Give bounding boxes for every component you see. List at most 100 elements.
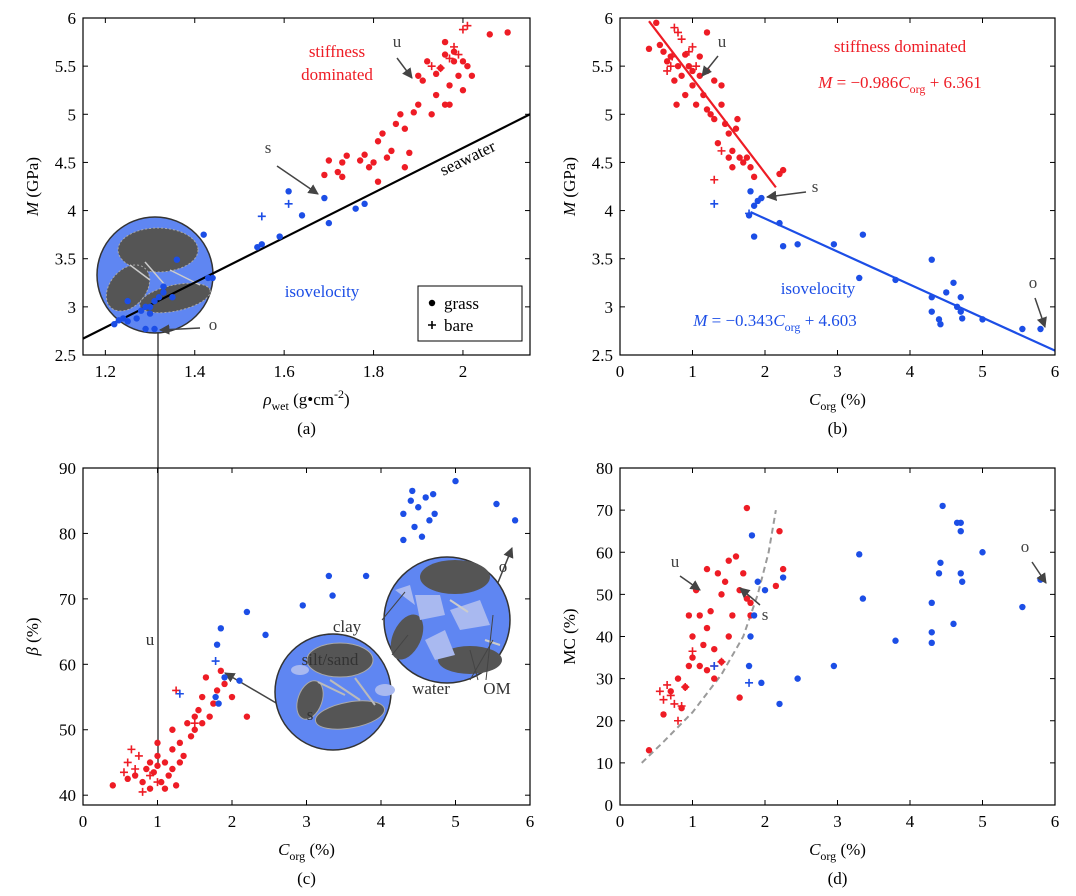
x-tick-label: 0 — [79, 812, 88, 831]
grass-point — [321, 194, 328, 202]
grass-point — [689, 654, 696, 661]
grass-point — [794, 675, 801, 682]
grass-point — [703, 624, 711, 632]
grass-point — [859, 231, 867, 238]
grass-point — [736, 154, 743, 161]
text-part: org — [820, 849, 836, 863]
bare-point — [427, 62, 436, 71]
y-tick-label: 3.5 — [592, 250, 613, 269]
grass-point — [161, 785, 169, 792]
grass-point — [703, 667, 711, 674]
grass-point — [339, 173, 346, 181]
grass-point — [379, 130, 386, 137]
x-tick-label: 4 — [906, 362, 915, 381]
grass-point — [131, 772, 139, 779]
bare-point — [666, 691, 675, 700]
grass-point — [758, 194, 765, 202]
grass-point — [146, 310, 154, 317]
annotation: stiffness — [309, 42, 365, 61]
grass-point — [714, 570, 722, 577]
bare-point — [681, 683, 690, 692]
grass-point — [431, 510, 438, 518]
x-tick-label: 3 — [302, 812, 311, 831]
grass-point — [493, 500, 500, 508]
y-tick-label: 2.5 — [592, 346, 613, 365]
bare-point — [454, 50, 463, 59]
grass-point — [950, 279, 957, 286]
y-tick-label: 6 — [68, 9, 77, 28]
y-tick-label: 3 — [605, 298, 614, 317]
bare-point — [119, 768, 128, 777]
text-part: -2 — [334, 387, 344, 401]
x-tick-label: 5 — [451, 812, 460, 831]
grass-point — [452, 477, 459, 485]
annotation-arrow — [701, 55, 719, 77]
grass-point — [276, 233, 283, 240]
annotation: clay — [333, 617, 362, 636]
grass-point — [146, 303, 154, 311]
y-tick-label: 5 — [68, 105, 77, 124]
grass-point — [761, 586, 769, 594]
bare-point — [717, 146, 726, 155]
grass-point — [700, 91, 707, 99]
panel-label: (d) — [828, 869, 848, 888]
grass-point — [459, 87, 467, 94]
bare-point — [677, 35, 686, 44]
grass-point — [718, 101, 725, 108]
grass-point — [959, 578, 966, 585]
grass-point — [935, 316, 943, 323]
grass-point — [718, 591, 725, 598]
grass-point — [692, 101, 700, 108]
grass-point — [191, 713, 198, 720]
y-tick-label: 90 — [59, 459, 76, 478]
grass-point — [415, 72, 422, 79]
grass-point — [176, 739, 184, 747]
grass-point — [370, 159, 377, 166]
y-tick-label: 4 — [68, 202, 77, 221]
grass-point — [703, 29, 711, 36]
grass-point — [794, 241, 801, 248]
grass-point — [734, 115, 741, 123]
grass-point — [721, 578, 729, 585]
grass-point — [729, 612, 736, 619]
grass-point — [146, 759, 154, 766]
grass-point — [776, 527, 783, 535]
grass-point — [673, 101, 680, 108]
y-tick-label: 5.5 — [592, 57, 613, 76]
text-part: C — [773, 311, 785, 330]
grass-point — [743, 154, 751, 161]
grass-point — [150, 769, 157, 776]
bare-point — [458, 25, 467, 34]
bare-point — [436, 64, 445, 73]
y-tick-label: 40 — [596, 628, 613, 647]
grass-point — [750, 173, 758, 181]
grass-point — [415, 101, 422, 108]
grass-point — [410, 109, 417, 116]
annotation: s — [307, 705, 314, 724]
grass-point — [718, 82, 725, 89]
grass-point — [707, 608, 714, 615]
legend-label: bare — [444, 316, 473, 335]
grass-point — [165, 772, 172, 779]
grass-point — [180, 752, 187, 760]
grass-point — [258, 241, 265, 248]
grass-point — [142, 325, 149, 333]
grass-point — [426, 517, 433, 524]
y-tick-label: 50 — [596, 585, 613, 604]
grass-point — [711, 115, 718, 123]
grass-point — [299, 602, 306, 609]
annotation-arrow — [739, 587, 761, 606]
y-tick-label: 3.5 — [55, 250, 76, 269]
grass-point — [191, 726, 198, 733]
grass-point — [736, 694, 743, 701]
annotation: isovelocity — [285, 282, 360, 301]
bare-point — [745, 678, 754, 687]
panel-label: (a) — [297, 419, 316, 438]
grass-point — [725, 154, 732, 161]
annotation: u — [718, 32, 727, 51]
grass-point — [950, 620, 957, 628]
y-tick-label: 5.5 — [55, 57, 76, 76]
grass-point — [406, 149, 413, 156]
text-part: org — [785, 320, 801, 334]
